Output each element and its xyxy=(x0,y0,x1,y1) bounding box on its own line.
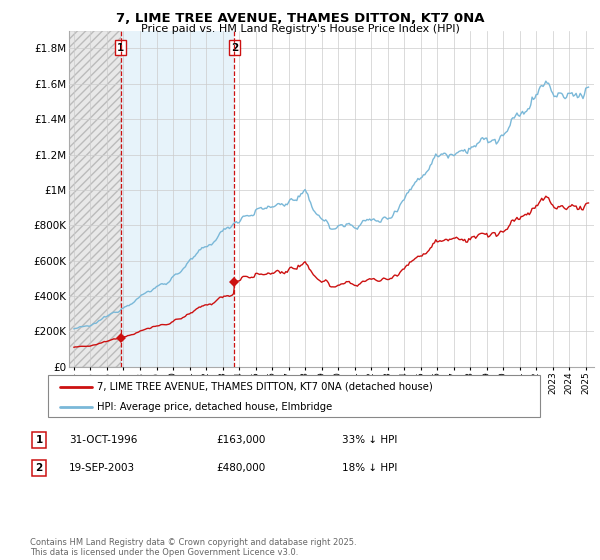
Text: £163,000: £163,000 xyxy=(216,435,265,445)
Text: 7, LIME TREE AVENUE, THAMES DITTON, KT7 0NA: 7, LIME TREE AVENUE, THAMES DITTON, KT7 … xyxy=(116,12,484,25)
Text: 31-OCT-1996: 31-OCT-1996 xyxy=(69,435,137,445)
Text: Price paid vs. HM Land Registry's House Price Index (HPI): Price paid vs. HM Land Registry's House … xyxy=(140,24,460,34)
Text: 2: 2 xyxy=(231,43,238,53)
Bar xyxy=(69,31,121,367)
Text: 1: 1 xyxy=(117,43,124,53)
Text: HPI: Average price, detached house, Elmbridge: HPI: Average price, detached house, Elmb… xyxy=(97,402,332,412)
Text: £480,000: £480,000 xyxy=(216,463,265,473)
Text: 1: 1 xyxy=(35,435,43,445)
Text: Contains HM Land Registry data © Crown copyright and database right 2025.
This d: Contains HM Land Registry data © Crown c… xyxy=(30,538,356,557)
FancyBboxPatch shape xyxy=(48,375,540,417)
Bar xyxy=(121,31,235,367)
Text: 19-SEP-2003: 19-SEP-2003 xyxy=(69,463,135,473)
Text: 7, LIME TREE AVENUE, THAMES DITTON, KT7 0NA (detached house): 7, LIME TREE AVENUE, THAMES DITTON, KT7 … xyxy=(97,382,433,392)
Text: 2: 2 xyxy=(35,463,43,473)
Text: 33% ↓ HPI: 33% ↓ HPI xyxy=(342,435,397,445)
Text: 18% ↓ HPI: 18% ↓ HPI xyxy=(342,463,397,473)
